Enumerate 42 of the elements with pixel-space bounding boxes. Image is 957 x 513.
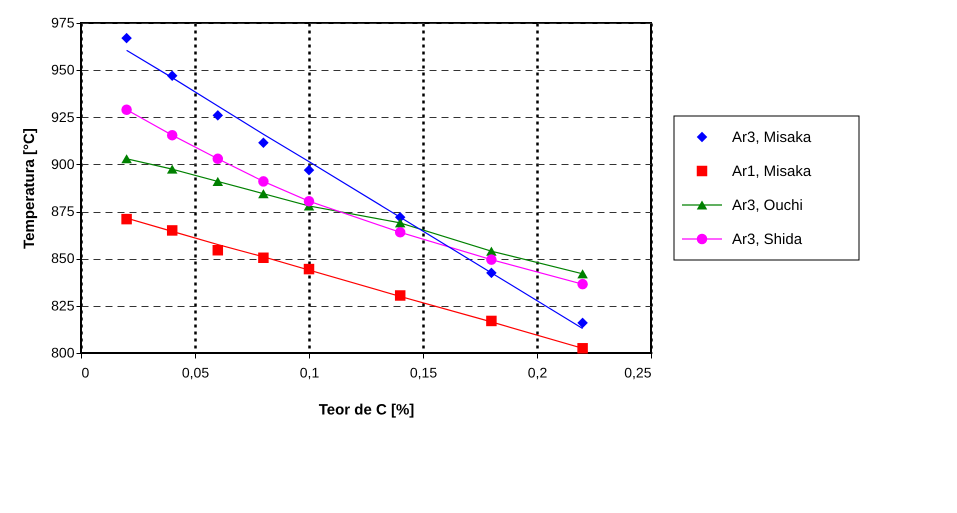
point <box>121 154 132 164</box>
point <box>121 32 132 44</box>
point <box>577 278 588 290</box>
x-axis-title: Teor de C [%] <box>318 402 414 418</box>
point <box>394 218 406 228</box>
x-tick-label: 0,15 <box>410 364 438 380</box>
y-tick-label: 950 <box>51 62 75 78</box>
point <box>212 244 224 256</box>
y-tick-label: 850 <box>51 250 75 266</box>
point <box>212 110 224 121</box>
point <box>212 154 224 164</box>
point <box>577 318 588 328</box>
x-tick-label: 0,1 <box>300 364 320 380</box>
point <box>166 130 178 140</box>
x-tick-label: 0,2 <box>528 364 548 380</box>
y-tick-label: 825 <box>51 297 75 314</box>
point <box>212 176 224 186</box>
x-tick-label: 0 <box>82 364 90 380</box>
point <box>577 343 588 354</box>
y-tick-label: 900 <box>51 156 75 172</box>
legend-label: Ar3, Ouchi <box>732 197 803 214</box>
legend-label: Ar3, Misaka <box>732 129 812 146</box>
point <box>166 164 178 174</box>
x-tick-label: 0,25 <box>624 364 652 380</box>
y-axis-title: Temperatura [°C] <box>21 128 38 249</box>
legend-label: Ar1, Misaka <box>732 163 812 180</box>
point <box>258 189 269 198</box>
y-tick-label: 875 <box>51 203 75 220</box>
y-tick-label: 975 <box>51 14 75 30</box>
y-tick-label: 800 <box>51 344 75 360</box>
legend-label: Ar3, Shida <box>732 231 803 248</box>
point <box>486 254 497 265</box>
point <box>121 104 132 115</box>
point <box>304 164 314 176</box>
point <box>121 214 132 224</box>
point <box>258 138 269 148</box>
point <box>304 196 314 206</box>
point <box>577 269 588 278</box>
point <box>394 227 406 238</box>
y-tick-label: 925 <box>51 108 75 125</box>
x-tick-label: 0,05 <box>182 364 210 380</box>
point <box>258 176 269 187</box>
